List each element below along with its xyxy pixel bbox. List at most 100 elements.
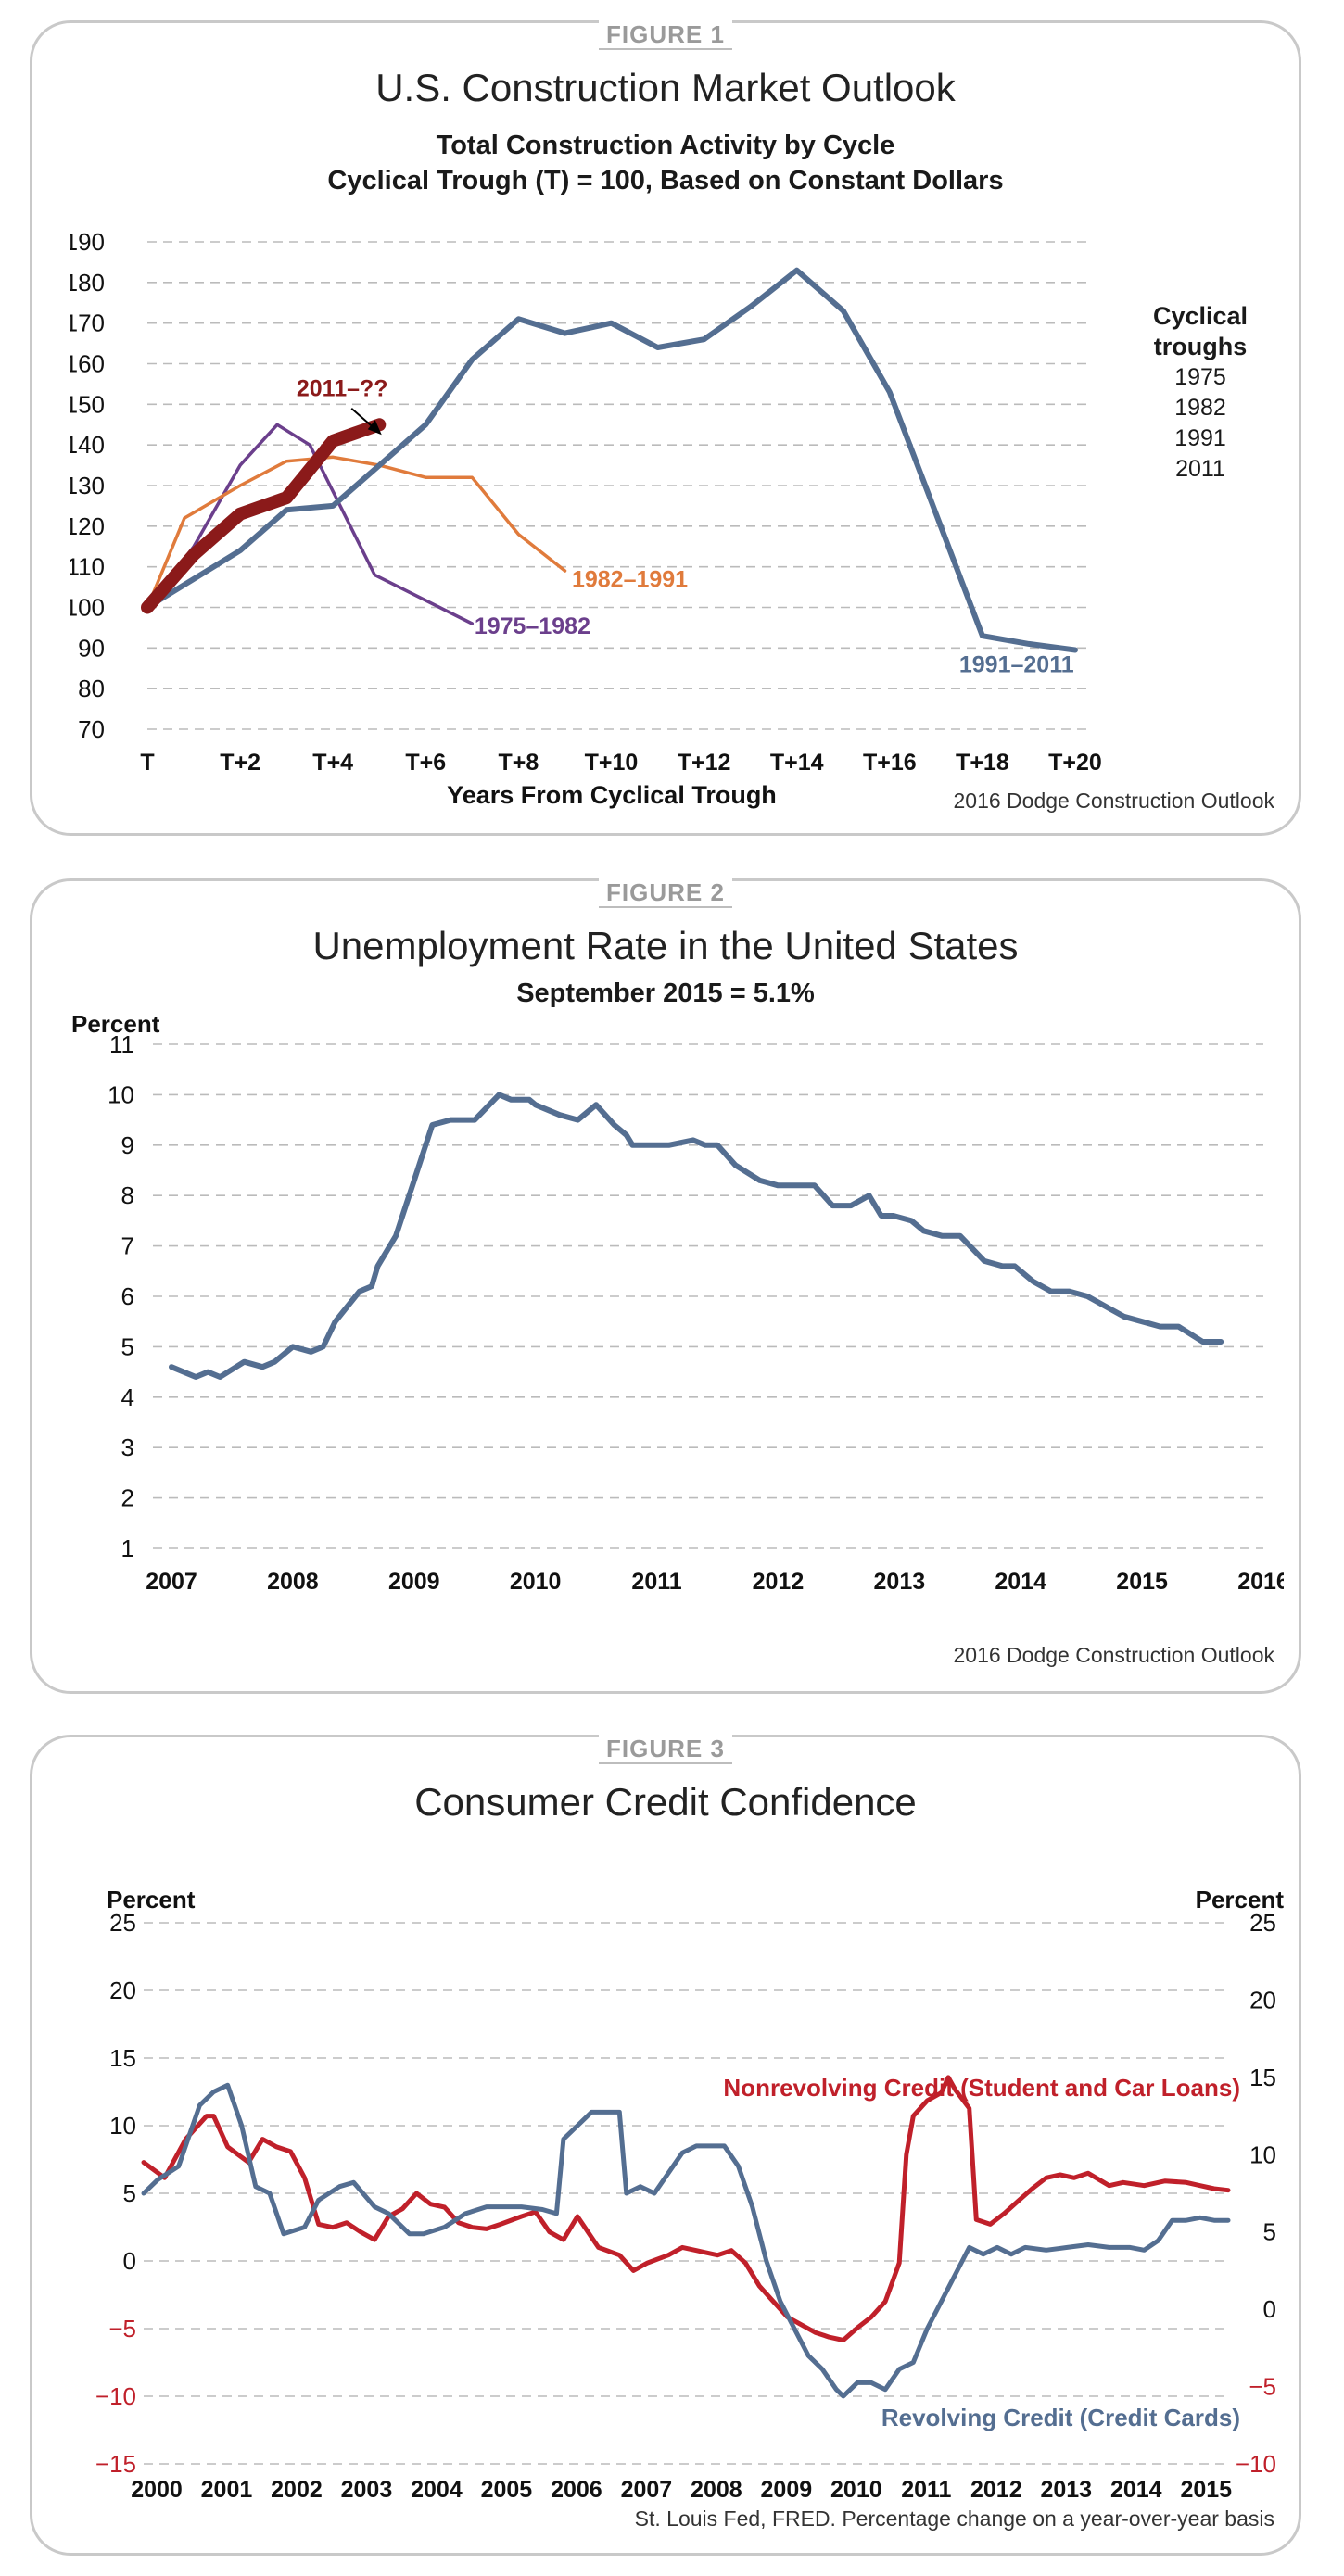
figure-2-chart: Percent 1 2 3 4 5 6 7 8 9 10 11 2007 2008 2009 2010 2011… (71, 1011, 1284, 1595)
x-tick-label: T+14 (770, 750, 824, 776)
annotation-arrow-head (367, 420, 382, 436)
figure-2-subtitle: September 2015 = 5.1% (516, 979, 815, 1008)
x-tick-label: T+6 (405, 750, 446, 776)
y-tick-label: 10 (108, 1080, 134, 1108)
x-tick-label: 2005 (481, 2477, 533, 2497)
annotation-arrow-line (350, 407, 375, 430)
legend-item-1975: 1975 (1174, 364, 1226, 390)
y-tick-label: 9 (121, 1131, 134, 1159)
x-tick-label: T+16 (863, 750, 917, 776)
nonrevolving-credit-label: Nonrevolving Credit (Student and Car Loa… (723, 2074, 1240, 2102)
right-y-tick-label: 25 (1249, 1909, 1276, 1937)
y-tick-label: 5 (121, 1332, 134, 1360)
x-tick-label: 2004 (411, 2477, 463, 2497)
left-y-tick-label: −15 (95, 2450, 136, 2478)
figure-1-subtitle-2: Cyclical Trough (T) = 100, Based on Cons… (327, 166, 1004, 196)
left-y-tick-label: 25 (109, 1909, 136, 1937)
figure-1-label: FIGURE 1 (32, 20, 1299, 50)
nonrevolving-credit-line (141, 2075, 1231, 2342)
y-tick-label: 130 (70, 472, 105, 499)
x-tick-label: 2000 (131, 2477, 183, 2497)
y-tick-label: 11 (109, 1030, 134, 1058)
x-tick-label: 2012 (753, 1569, 805, 1595)
left-y-tick-label: −5 (108, 2315, 136, 2342)
y-tick-label: 4 (121, 1383, 134, 1411)
x-tick-label: 2014 (995, 1569, 1046, 1595)
annotation-1991-2011: 1991–2011 (959, 652, 1074, 678)
right-axis-label: Percent (1196, 1886, 1285, 1913)
figure-3-chart: Percent Percent −15 −10 −5 0 5 10 15 20 25 −10 −5 0 5 1… (95, 1886, 1285, 2497)
figure-1-title: U.S. Construction Market Outlook (375, 66, 956, 109)
x-tick-label: T+18 (956, 750, 1009, 776)
y-tick-label: 180 (70, 269, 105, 297)
right-y-tick-label: 5 (1263, 2218, 1276, 2246)
x-tick-label: T+20 (1048, 750, 1102, 776)
y-tick-label: 2 (121, 1484, 134, 1512)
x-tick-label: 2003 (341, 2477, 393, 2497)
figure-2-label: FIGURE 2 (32, 878, 1299, 908)
y-tick-label: 1 (121, 1534, 134, 1562)
y-tick-label: 3 (121, 1433, 134, 1461)
x-tick-label: 2013 (1040, 2477, 1092, 2497)
x-tick-label: 2006 (551, 2477, 602, 2497)
figure-2-panel: FIGURE 2 Unemployment Rate in the United… (30, 878, 1301, 1694)
y-tick-label: 80 (78, 675, 105, 702)
legend-title-line-2: troughs (1153, 333, 1248, 360)
x-tick-label: T+4 (312, 750, 353, 776)
x-tick-label: 2015 (1180, 2477, 1232, 2497)
series-line-1982-1991 (146, 455, 567, 610)
y-tick-label: 90 (78, 634, 105, 662)
x-tick-label: 2013 (874, 1569, 926, 1595)
right-y-tick-label: −5 (1249, 2373, 1276, 2401)
y-tick-label: 120 (70, 512, 105, 540)
figure-2-source: 2016 Dodge Construction Outlook (953, 1643, 1275, 1667)
figure-2-title: Unemployment Rate in the United States (312, 924, 1019, 967)
figure-3-source: St. Louis Fed, FRED. Percentage change o… (634, 2507, 1274, 2531)
x-tick-label: 2010 (510, 1569, 562, 1595)
right-y-tick-label: 0 (1263, 2295, 1276, 2323)
x-tick-label: 2014 (1110, 2477, 1162, 2497)
right-y-tick-label: −10 (1236, 2450, 1276, 2478)
y-tick-label: 70 (78, 715, 105, 743)
y-tick-label: 6 (121, 1282, 134, 1310)
y-tick-label: 190 (70, 228, 105, 256)
legend-item-2011: 2011 (1175, 456, 1225, 482)
x-tick-label: 2007 (621, 2477, 673, 2497)
right-y-tick-label: 15 (1249, 2064, 1276, 2091)
y-tick-label: 110 (70, 553, 105, 581)
right-y-tick-label: 10 (1249, 2140, 1276, 2168)
y-tick-label: 170 (70, 309, 105, 337)
figure-1-panel: FIGURE 1 U.S. Construction Market Outloo… (30, 20, 1301, 836)
series-line-1975-1982 (146, 423, 475, 625)
y-axis-label: Percent (71, 1011, 160, 1038)
legend-item-1991: 1991 (1174, 425, 1226, 451)
x-tick-label: 2002 (271, 2477, 323, 2497)
annotation-1982-1991: 1982–1991 (572, 567, 688, 593)
y-tick-label: 100 (70, 594, 105, 622)
x-tick-label: T+10 (585, 750, 639, 776)
figure-3-panel: FIGURE 3 Consumer Credit Confidence Perc… (30, 1735, 1301, 2556)
revolving-credit-label: Revolving Credit (Credit Cards) (881, 2404, 1240, 2431)
y-tick-label: 140 (70, 431, 105, 459)
x-tick-label: 2011 (901, 2477, 951, 2497)
x-axis-label: Years From Cyclical Trough (447, 781, 777, 809)
unemployment-line (169, 1092, 1224, 1380)
annotation-2011: 2011–?? (297, 376, 388, 402)
left-y-tick-label: 10 (109, 2112, 136, 2140)
x-tick-label: 2008 (267, 1569, 319, 1595)
left-y-tick-label: 0 (123, 2247, 136, 2275)
x-tick-label: T+12 (678, 750, 731, 776)
y-tick-label: 150 (70, 390, 105, 418)
figure-1-legend: Cyclical troughs 1975 1982 1991 2011 (1126, 301, 1274, 485)
x-tick-label: 2015 (1116, 1569, 1168, 1595)
x-tick-label: 2016 (1237, 1569, 1284, 1595)
x-tick-label: T+8 (499, 750, 539, 776)
x-tick-label: 2010 (830, 2477, 882, 2497)
x-tick-label: 2009 (388, 1569, 440, 1595)
figure-1-chart: 70 80 90 100 110 120 130 140 150 160 170 180 190 T T+2… (70, 228, 1102, 809)
annotation-1975-1982: 1975–1982 (475, 613, 590, 639)
x-tick-label: 2008 (691, 2477, 742, 2497)
series-line-2011 (141, 418, 387, 614)
legend-title-line-1: Cyclical (1152, 302, 1249, 330)
left-y-tick-label: 5 (123, 2179, 136, 2207)
